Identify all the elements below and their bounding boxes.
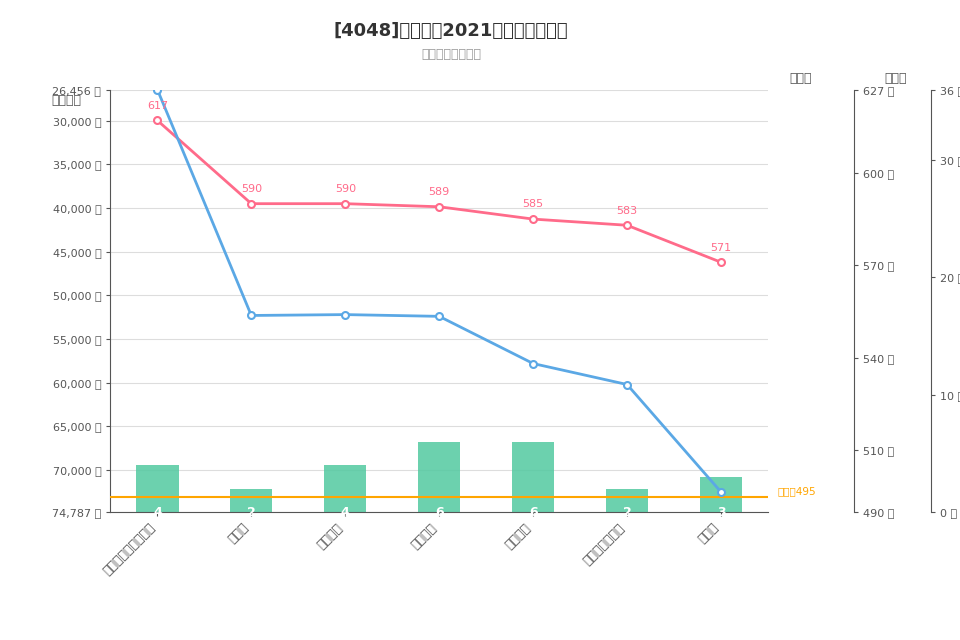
- Text: 分段线495: 分段线495: [778, 486, 816, 497]
- Text: 浙江普通类第一段: 浙江普通类第一段: [421, 48, 481, 61]
- Bar: [700, 477, 742, 512]
- Text: 最低位次: 最低位次: [51, 94, 82, 107]
- Text: 590: 590: [241, 184, 262, 194]
- Text: 4: 4: [341, 506, 349, 519]
- Text: 4: 4: [153, 506, 161, 519]
- Text: 6: 6: [529, 506, 538, 519]
- Text: 分数线: 分数线: [789, 72, 812, 85]
- Text: 6: 6: [435, 506, 444, 519]
- Bar: [512, 442, 554, 512]
- Text: 计划数: 计划数: [884, 72, 906, 85]
- Bar: [418, 442, 461, 512]
- Text: 589: 589: [428, 187, 450, 197]
- Text: 590: 590: [335, 184, 356, 194]
- Text: 571: 571: [710, 243, 732, 253]
- Text: 617: 617: [147, 100, 168, 111]
- Bar: [606, 488, 648, 512]
- Bar: [324, 465, 367, 512]
- Text: 2: 2: [247, 506, 255, 519]
- Bar: [230, 488, 273, 512]
- Text: 2: 2: [623, 506, 632, 519]
- Text: 3: 3: [717, 506, 726, 519]
- Text: [4048]三峡大剦2021年专业投档情况: [4048]三峡大剦2021年专业投档情况: [334, 22, 568, 40]
- Bar: [136, 465, 179, 512]
- Text: 585: 585: [522, 200, 543, 209]
- Text: 583: 583: [616, 205, 637, 216]
